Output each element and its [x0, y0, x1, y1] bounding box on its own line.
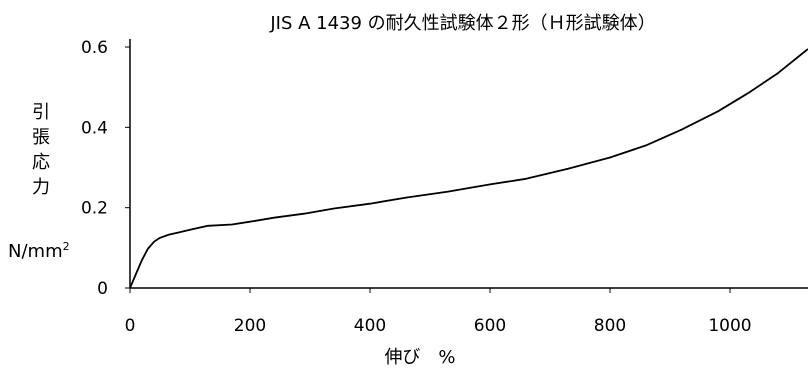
- y-axis-ticks: 0 0.2 0.4 0.6: [81, 38, 130, 299]
- y-tick-label: 0: [97, 279, 108, 299]
- y-axis-label-char: 力: [32, 177, 50, 198]
- chart-title: JIS A 1439 の耐久性試験体２形（Ｈ形試験体）: [269, 13, 655, 34]
- x-tick-label: 1000: [708, 316, 751, 336]
- y-axis-label: 引張応力: [26, 100, 56, 200]
- x-axis-label: 伸び %: [384, 347, 455, 368]
- series-layer: [129, 48, 808, 289]
- y-axis-unit-text: N/mm: [8, 241, 63, 262]
- y-axis-unit-superscript: 2: [62, 240, 70, 253]
- x-tick-label: 0: [125, 316, 136, 336]
- y-axis-label-char: 張: [32, 127, 50, 148]
- y-axis-unit: N/mm2: [8, 240, 70, 262]
- y-tick-label: 0.6: [81, 38, 108, 58]
- y-axis-label-char: 応: [32, 152, 50, 173]
- x-tick-label: 200: [234, 316, 266, 336]
- y-axis-label-char: 引: [32, 102, 50, 123]
- y-tick-label: 0.2: [81, 199, 108, 219]
- x-tick-label: 600: [474, 316, 506, 336]
- x-axis-ticks: 0 200 400 600 800 1000: [125, 288, 752, 336]
- axes: [129, 39, 808, 289]
- x-tick-label: 400: [354, 316, 386, 336]
- y-tick-label: 0.4: [81, 118, 108, 138]
- x-tick-label: 800: [594, 316, 626, 336]
- series-line: [129, 48, 808, 289]
